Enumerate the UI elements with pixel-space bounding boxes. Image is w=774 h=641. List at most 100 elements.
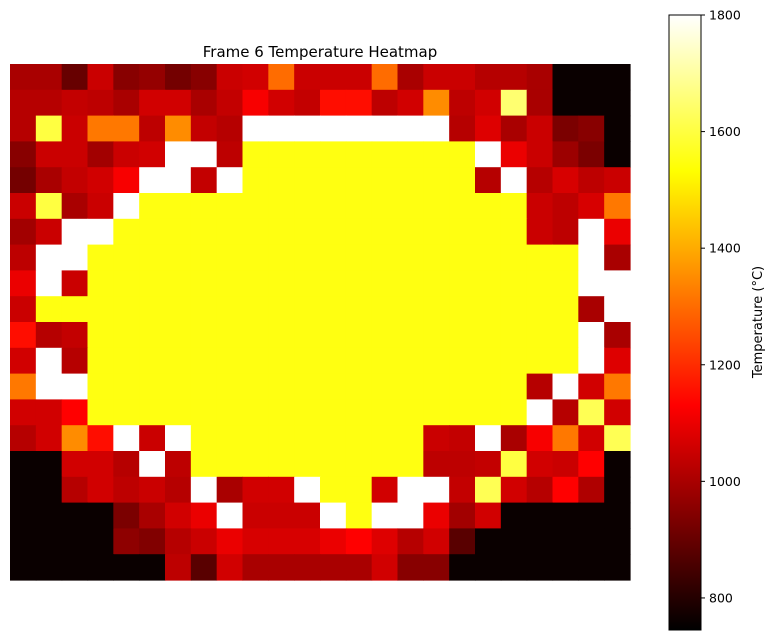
heatmap-cell (61, 89, 89, 117)
heatmap-cell (87, 296, 114, 323)
heatmap-cell (371, 425, 399, 452)
heatmap-cell (87, 347, 114, 375)
heatmap-cell (294, 322, 321, 349)
heatmap-cell (475, 141, 502, 168)
heatmap-cell (578, 64, 605, 91)
heatmap-cell (423, 425, 450, 452)
heatmap-cell (61, 244, 89, 271)
heatmap-cell (10, 554, 37, 581)
heatmap-cell (475, 502, 502, 529)
heatmap-cell (294, 141, 321, 168)
heatmap-cell (242, 89, 269, 117)
heatmap-cell (268, 399, 295, 426)
heatmap-cell (475, 167, 502, 194)
heatmap-cell (165, 296, 192, 323)
heatmap-cell (423, 244, 450, 271)
heatmap-cell (61, 554, 89, 581)
heatmap-cell (552, 425, 579, 452)
heatmap-cell (139, 193, 166, 220)
heatmap-cell (526, 244, 554, 271)
heatmap-cell (475, 218, 502, 246)
heatmap-cell (500, 218, 528, 246)
heatmap-cell (216, 64, 244, 91)
heatmap-cell (475, 270, 502, 297)
heatmap-cell (87, 425, 114, 452)
heatmap-cell (190, 115, 218, 142)
heatmap-cell (139, 167, 166, 194)
heatmap-cell (216, 218, 244, 246)
heatmap-cell (371, 399, 399, 426)
heatmap-cell (242, 502, 269, 529)
heatmap-cell (449, 270, 476, 297)
heatmap-cell (345, 167, 373, 194)
heatmap-cell (578, 502, 605, 529)
heatmap-cell (604, 528, 631, 555)
heatmap-cell (552, 476, 579, 504)
heatmap-cell (113, 89, 140, 117)
heatmap-cell (61, 141, 89, 168)
heatmap-cell (604, 141, 631, 168)
heatmap-cell (397, 167, 424, 194)
heatmap-cell (216, 167, 244, 194)
heatmap-cell (449, 193, 476, 220)
heatmap-cell (242, 322, 269, 349)
heatmap-cell (371, 528, 399, 555)
heatmap-cell (397, 451, 424, 478)
heatmap-cell (578, 425, 605, 452)
heatmap-cell (500, 167, 528, 194)
colorbar: 800 1000 1200 1400 1600 1800 Temperature (°C) (668, 8, 766, 631)
heatmap-cell (578, 554, 605, 581)
heatmap-cell (190, 218, 218, 246)
heatmap-cell (61, 399, 89, 426)
heatmap-cell (320, 296, 347, 323)
heatmap-cell (294, 167, 321, 194)
heatmap-cell (578, 347, 605, 375)
heatmap-cell (345, 425, 373, 452)
heatmap-cell (165, 141, 192, 168)
heatmap-cell (500, 451, 528, 478)
heatmap-cell (87, 167, 114, 194)
heatmap-cell (552, 167, 579, 194)
heatmap-cell (345, 451, 373, 478)
heatmap-cell (552, 399, 579, 426)
heatmap-cell (216, 425, 244, 452)
heatmap-cell (500, 373, 528, 400)
heatmap-cell (526, 322, 554, 349)
heatmap-cell (371, 218, 399, 246)
heatmap-cell (190, 399, 218, 426)
heatmap-cell (61, 167, 89, 194)
heatmap-cell (397, 244, 424, 271)
heatmap-cell (371, 502, 399, 529)
heatmap-cell (526, 502, 554, 529)
heatmap-cell (449, 322, 476, 349)
heatmap-cell (475, 528, 502, 555)
heatmap-cell (578, 115, 605, 142)
heatmap-cell (242, 193, 269, 220)
heatmap-cell (371, 476, 399, 504)
heatmap-cell (500, 89, 528, 117)
heatmap-cell (320, 115, 347, 142)
heatmap-cell (10, 425, 37, 452)
heatmap-cell (268, 554, 295, 581)
heatmap-cell (371, 115, 399, 142)
heatmap-cell (345, 141, 373, 168)
heatmap-cell (139, 425, 166, 452)
heatmap-cell (397, 476, 424, 504)
heatmap-cell (10, 89, 37, 117)
heatmap-cell (423, 502, 450, 529)
heatmap-cell (423, 167, 450, 194)
heatmap-cell (423, 64, 450, 91)
heatmap-cell (165, 399, 192, 426)
heatmap-cell (165, 115, 192, 142)
heatmap-cell (552, 115, 579, 142)
heatmap-cell (604, 115, 631, 142)
heatmap-cell (113, 322, 140, 349)
heatmap-cell (552, 141, 579, 168)
heatmap-cell (268, 193, 295, 220)
heatmap-cell (526, 89, 554, 117)
heatmap-cell (35, 141, 63, 168)
heatmap-cell (242, 296, 269, 323)
heatmap-cell (87, 141, 114, 168)
heatmap-cell (320, 347, 347, 375)
heatmap-cell (294, 502, 321, 529)
